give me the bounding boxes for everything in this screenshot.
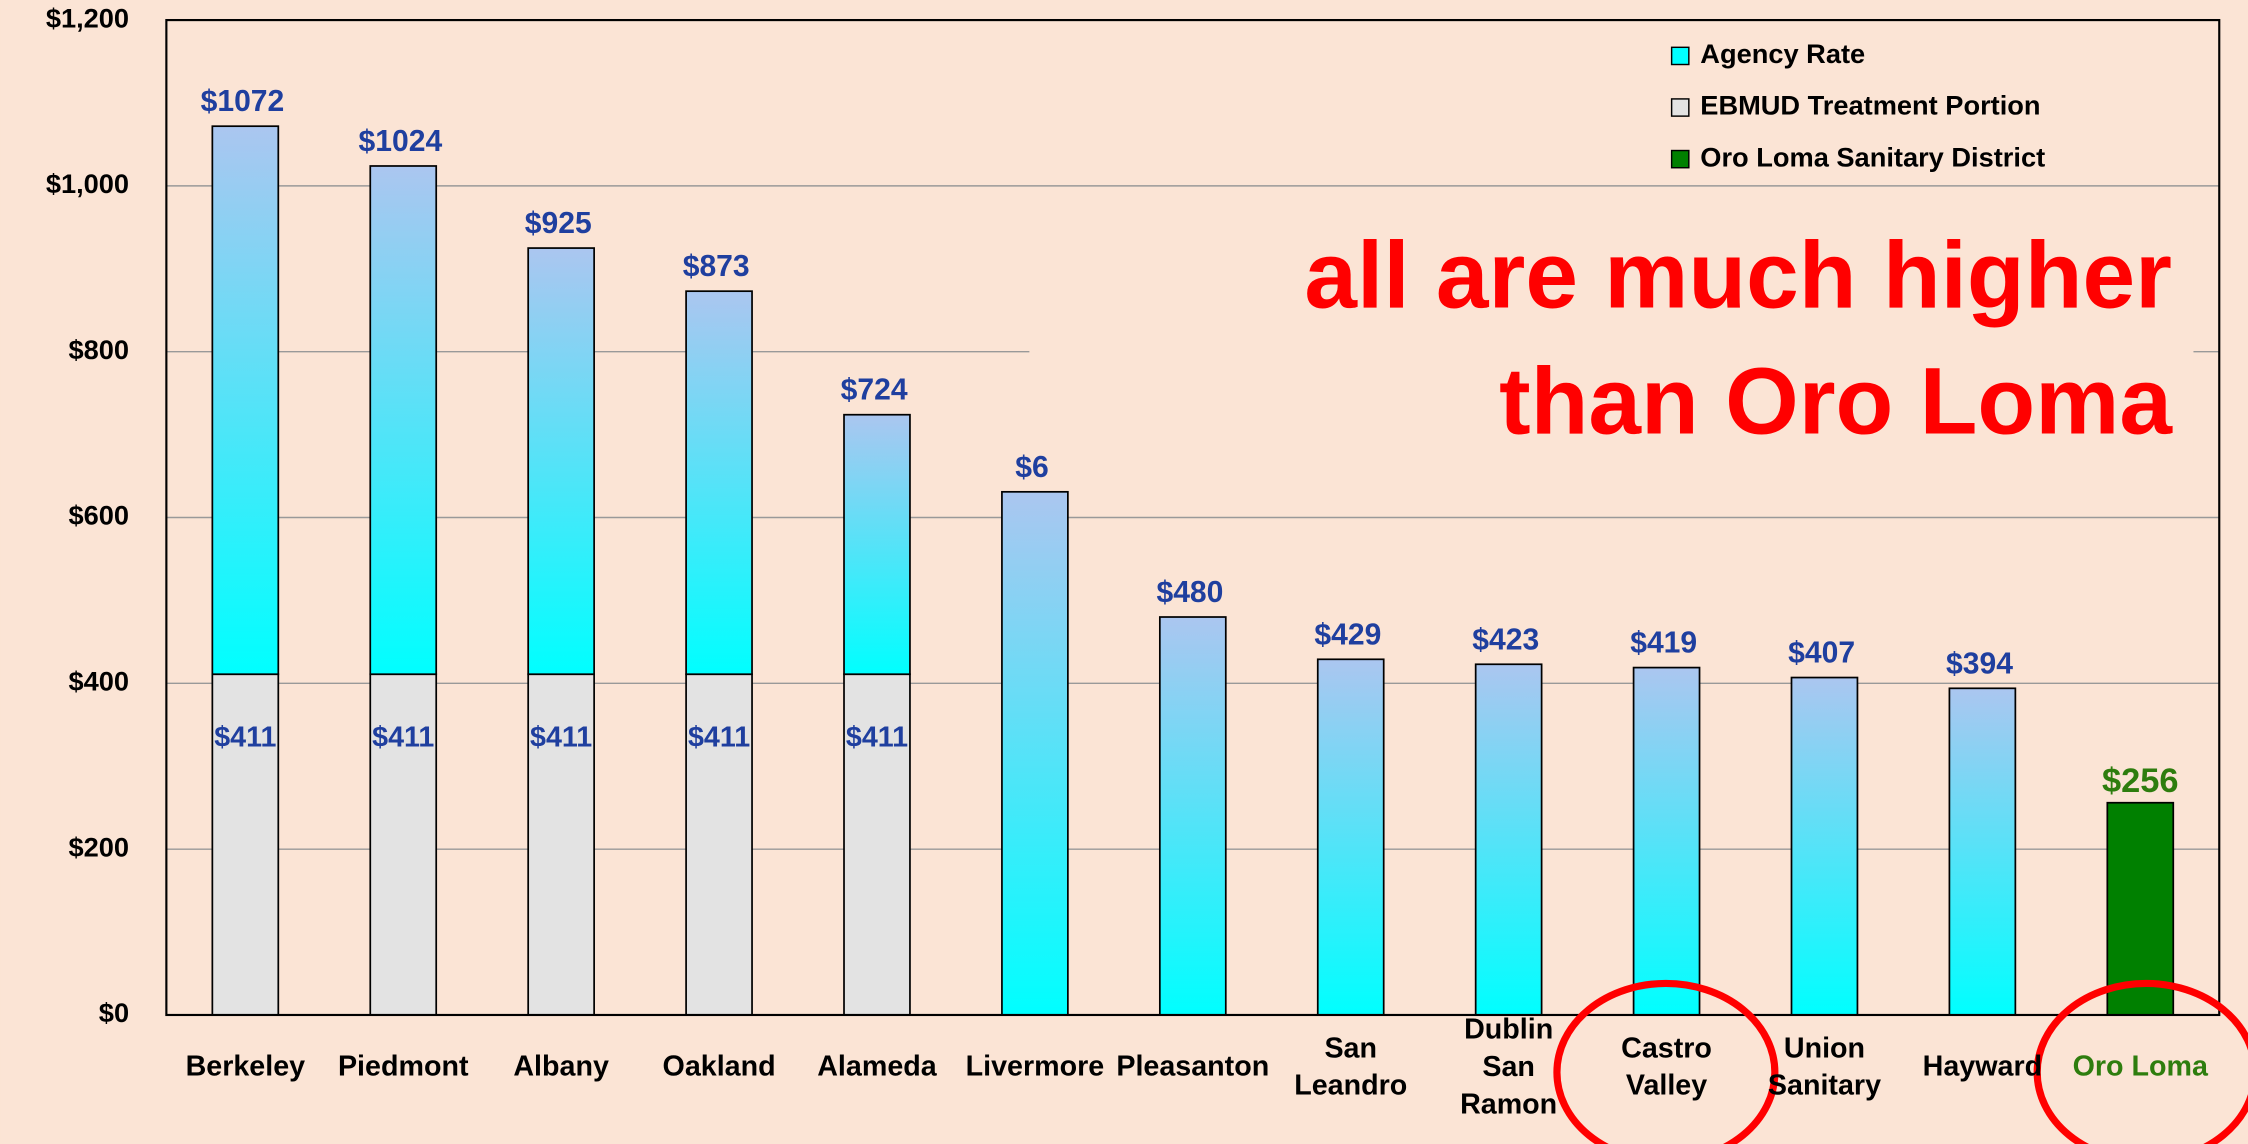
legend-label: Agency Rate [1700,38,1865,69]
bar-segment [843,673,911,1016]
x-tick-label: Piedmont [338,1051,469,1083]
bar-segment [211,673,280,1016]
y-tick-label: $200 [69,831,130,862]
data-label: $411 [530,721,592,753]
annotation: all are much higher than Oro Loma [1304,222,2173,454]
legend-label: Oro Loma Sanitary District [1700,141,2045,172]
bar-segment [1158,616,1227,1016]
legend-swatch [1670,46,1690,66]
x-tick-label: Union Sanitary [1768,1032,1881,1101]
total-label: $407 [1788,637,1855,670]
bar-segment [369,165,438,676]
total-label: $925 [525,207,592,240]
x-tick-label: Alameda [817,1051,938,1083]
total-label: $480 [1156,576,1223,609]
data-label: $411 [846,721,908,753]
bar-segment [527,247,595,676]
bar-segment [1632,666,1701,1016]
highlight-circle [2033,979,2248,1144]
total-label: $873 [683,250,750,283]
legend-label: EBMUD Treatment Portion [1700,90,2040,121]
legend-swatch [1670,98,1690,117]
bar-segment [1316,658,1385,1016]
plot-border [165,18,2221,1017]
highlight-circle [1553,979,1779,1144]
total-label: $429 [1314,618,1381,651]
bar-segment [843,413,911,676]
bar-segment [1948,687,2017,1016]
y-tick-label: $800 [69,334,130,365]
data-label: $411 [372,721,434,753]
total-label: $724 [841,374,908,407]
total-label: $394 [1946,647,2013,680]
bar-segment [1474,663,1543,1016]
y-tick-label: $1,200 [46,2,129,33]
x-tick-label: Hayward [1923,1051,2042,1083]
total-label: $419 [1630,627,1697,660]
legend-swatch [1670,149,1690,169]
bar-segment [685,290,753,676]
data-label: $411 [214,721,276,753]
x-tick-label: Oro Loma [2073,1051,2209,1083]
x-tick-label: Castro Valley [1621,1032,1712,1101]
bar-segment [1001,490,1069,1016]
total-label: $423 [1472,623,1539,656]
annotation-background [1029,215,2194,466]
x-tick-label: Livermore [966,1051,1105,1083]
y-tick-label: $1,000 [46,168,129,199]
x-tick-label: Dublin San Ramon [1460,1013,1557,1120]
bar-segment [527,673,595,1016]
x-tick-label: Oakland [663,1051,776,1083]
data-label: $256 [2102,762,2179,800]
y-tick-label: $0 [99,997,129,1028]
total-label: $1072 [201,85,285,118]
y-tick-label: $400 [69,666,130,697]
x-tick-label: Berkeley [186,1051,306,1083]
bar-segment [1790,676,1859,1016]
x-tick-label: Albany [513,1051,609,1083]
total-label: $6 [1015,451,1048,484]
x-tick-label: Pleasanton [1116,1051,1269,1083]
x-tick-label: San Leandro [1294,1032,1407,1101]
data-label: $411 [688,721,750,753]
total-label: $1024 [359,125,443,158]
y-tick-label: $600 [69,500,130,531]
bar-segment [211,125,280,676]
